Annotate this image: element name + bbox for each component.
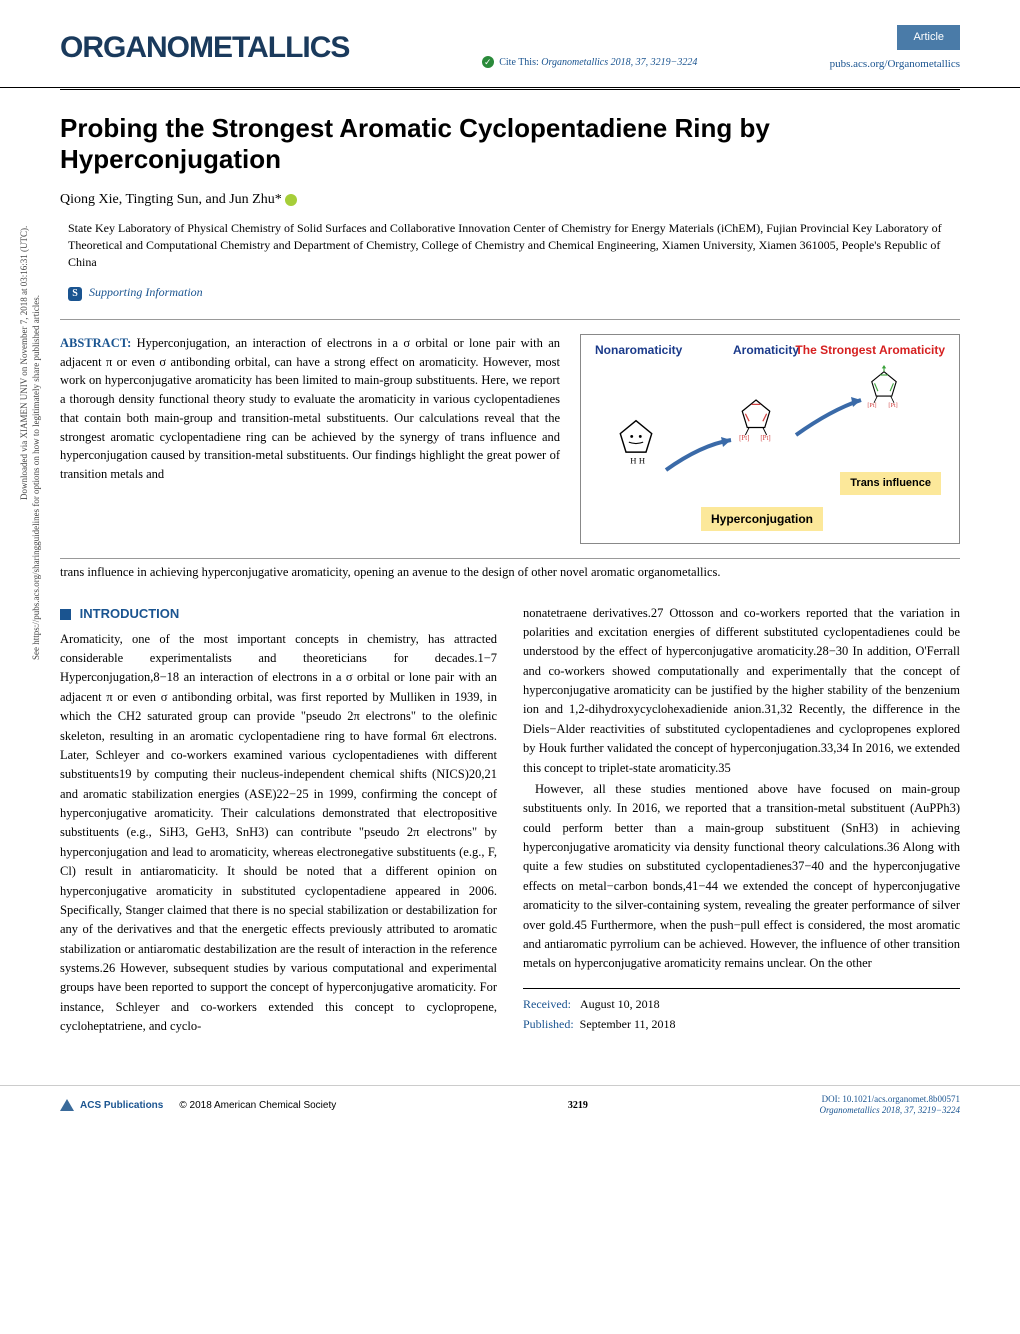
intro-paragraph-2: nonatetraene derivatives.27 Ottosson and… [523,604,960,778]
arrow-2 [791,395,871,445]
received-label: Received: [523,997,571,1011]
main-content: Probing the Strongest Aromatic Cyclopent… [0,88,1020,1067]
published-date: September 11, 2018 [580,1017,676,1031]
svg-text:[Pt]: [Pt] [888,403,897,409]
intro-paragraph-3: However, all these studies mentioned abo… [523,780,960,974]
author-list: Qiong Xie, Tingting Sun, and Jun Zhu* [60,189,960,210]
abstract-body: Hyperconjugation, an interaction of elec… [60,336,560,481]
fig-hyper-label: Hyperconjugation [701,507,823,531]
doi-label: DOI: [822,1094,841,1104]
supporting-info-link[interactable]: S Supporting Information [68,283,960,301]
abstract-continuation: trans influence in achieving hyperconjug… [60,563,960,582]
fig-nonaromaticity-label: Nonaromaticity [595,341,682,359]
intro-label: INTRODUCTION [80,606,180,621]
abstract-text: ABSTRACT: Hyperconjugation, an interacti… [60,334,560,544]
abstract-section: ABSTRACT: Hyperconjugation, an interacti… [60,319,960,559]
fig-trans-label: Trans influence [840,472,941,495]
acs-triangle-icon [60,1099,74,1111]
orcid-icon[interactable] [285,194,297,206]
received-date: August 10, 2018 [580,997,660,1011]
published-label: Published: [523,1017,574,1031]
toc-figure: Nonaromaticity Aromaticity The Strongest… [580,334,960,544]
dates-box: Received: August 10, 2018 Published: Sep… [523,988,960,1034]
article-type-badge: Article [897,25,960,50]
supporting-label: Supporting Information [89,285,203,299]
section-square-icon [60,609,71,620]
page-number: 3219 [568,1098,588,1113]
doi-block: DOI: 10.1021/acs.organomet.8b00571 Organ… [820,1094,960,1117]
article-title: Probing the Strongest Aromatic Cyclopent… [60,113,960,175]
introduction-header: INTRODUCTION [60,604,497,624]
cite-label: Cite This: [499,57,539,68]
svg-text:H: H [639,455,645,464]
svg-text:H: H [630,455,636,464]
cyclopentadiene-ring-1: H H [611,415,661,465]
column-left: INTRODUCTION Aromaticity, one of the mos… [60,604,497,1037]
fig-aromaticity-label: Aromaticity [733,341,799,359]
column-right: nonatetraene derivatives.27 Ottosson and… [523,604,960,1037]
acs-text: ACS Publications [80,1098,163,1113]
arrow-1 [661,435,741,485]
intro-paragraph-1: Aromaticity, one of the most important c… [60,630,497,1037]
supporting-badge-icon: S [68,287,82,301]
cite-reference[interactable]: Organometallics 2018, 37, 3219−3224 [541,57,697,68]
copyright: © 2018 American Chemical Society [179,1098,336,1113]
acs-logo: ACS Publications © 2018 American Chemica… [60,1098,336,1113]
body-columns: INTRODUCTION Aromaticity, one of the mos… [60,604,960,1037]
fig-strongest-label: The Strongest Aromaticity [795,341,945,359]
page-footer: ACS Publications © 2018 American Chemica… [0,1085,1020,1137]
doi-cite: Organometallics 2018, 37, 3219−3224 [820,1105,960,1115]
authors-text: Qiong Xie, Tingting Sun, and Jun Zhu* [60,192,282,207]
check-icon: ✓ [482,56,494,68]
journal-url-link[interactable]: pubs.acs.org/Organometallics [830,56,960,73]
cite-box: ✓ Cite This: Organometallics 2018, 37, 3… [482,55,698,72]
svg-text:[Pt]: [Pt] [760,435,770,442]
sharing-notice: See https://pubs.acs.org/sharingguidelin… [30,295,44,660]
journal-logo: ORGANOMETALLICS [60,25,349,70]
abstract-label: ABSTRACT: [60,336,131,350]
page-header: ORGANOMETALLICS ✓ Cite This: Organometal… [0,0,1020,88]
doi-link[interactable]: 10.1021/acs.organomet.8b00571 [842,1094,960,1104]
affiliation: State Key Laboratory of Physical Chemist… [68,220,960,270]
